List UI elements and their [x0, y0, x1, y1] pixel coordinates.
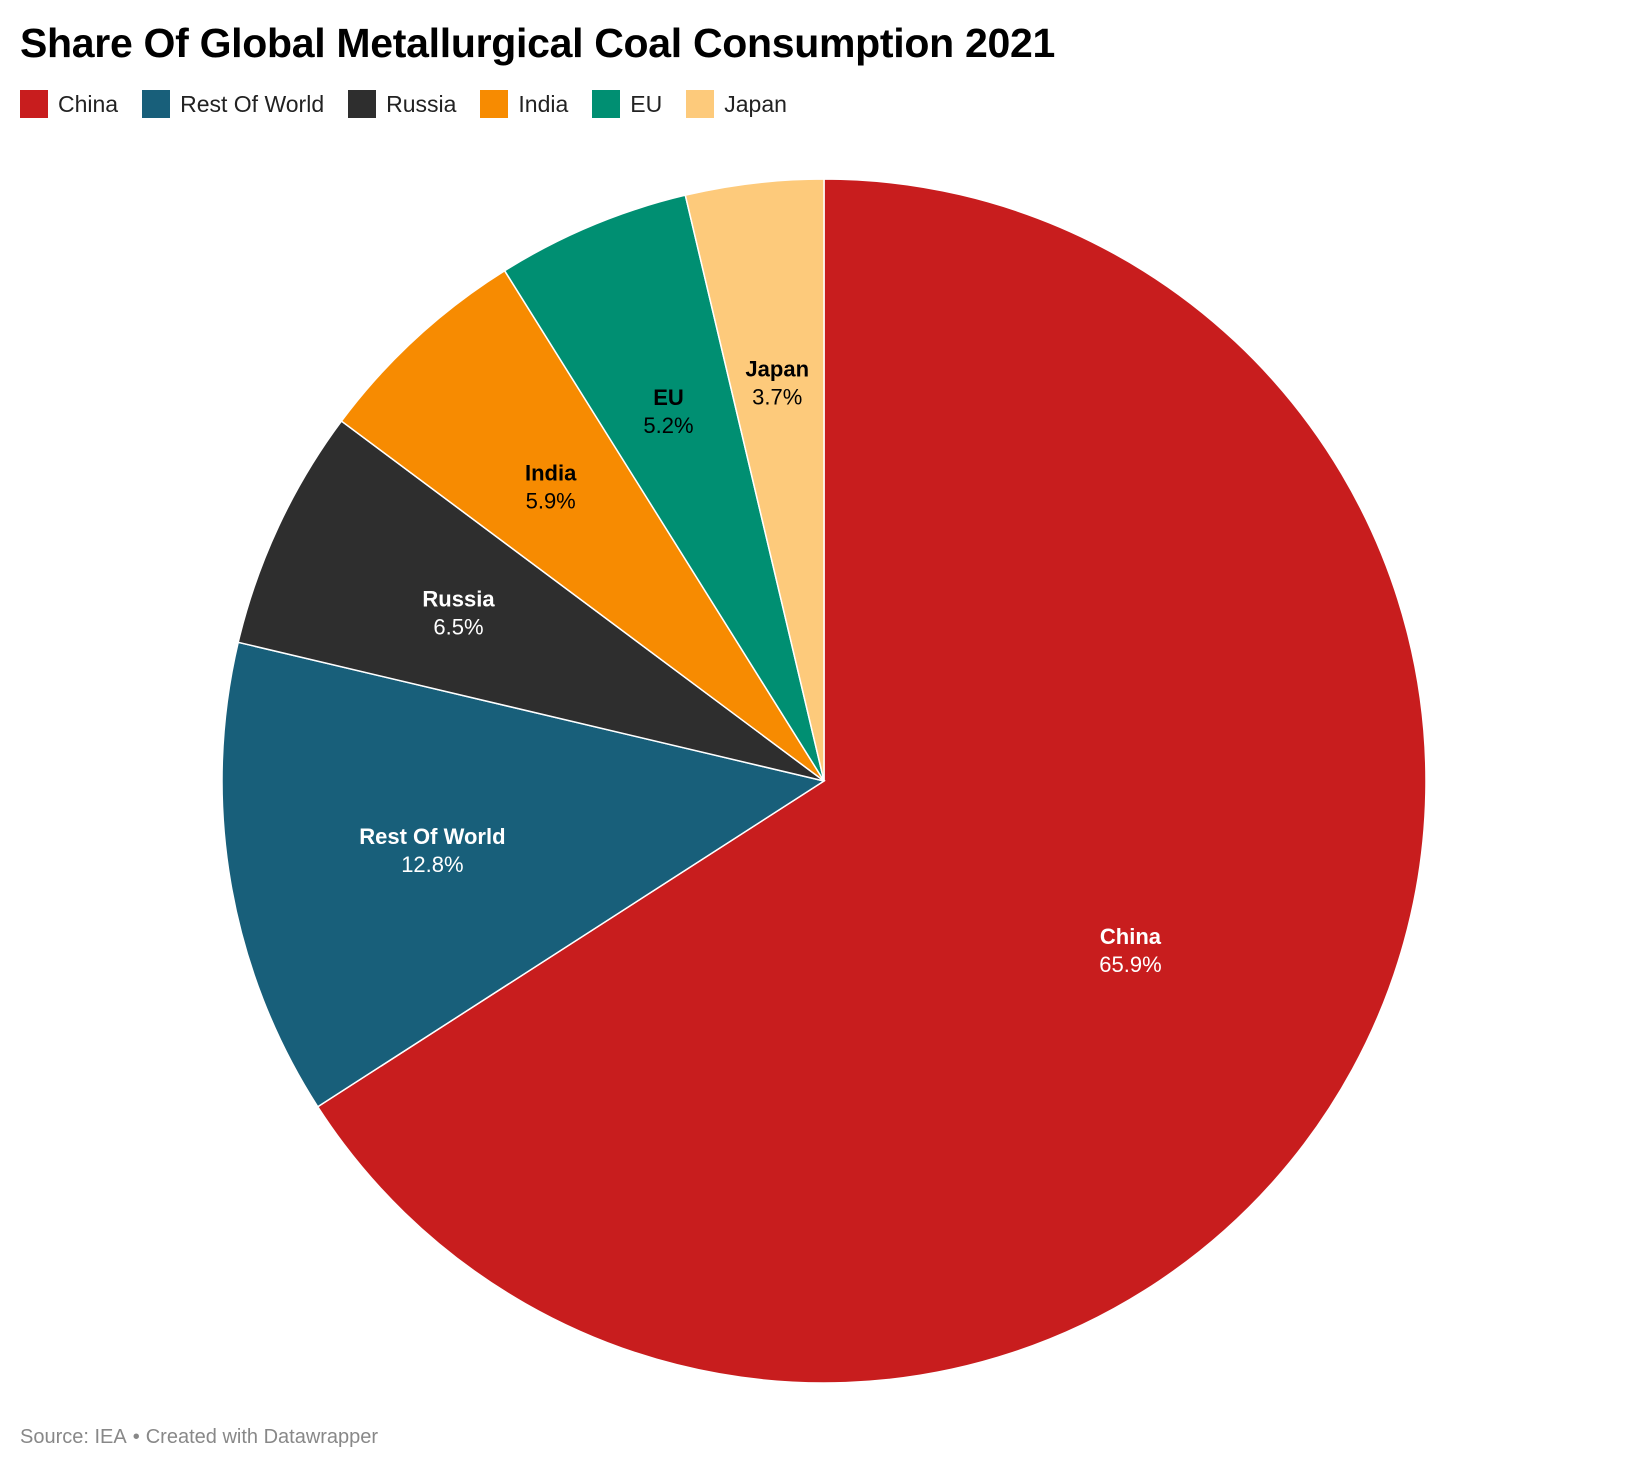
legend-label-rest-of-world: Rest Of World [180, 90, 325, 117]
chart-title: Share Of Global Metallurgical Coal Consu… [20, 20, 1055, 66]
legend-label-china: China [58, 90, 119, 117]
legend-label-eu: EU [630, 90, 663, 117]
legend-swatch-russia [348, 90, 377, 118]
chart-legend: China Rest Of World Russia India EU Japan [20, 90, 811, 118]
slice-label-russia: Russia [422, 586, 495, 611]
slice-value-eu: 5.2% [643, 413, 693, 438]
source-text: Source: IEA [20, 1426, 127, 1448]
legend-label-japan: Japan [724, 90, 787, 117]
legend-swatch-india [480, 90, 509, 118]
slice-value-china: 65.9% [1099, 952, 1161, 977]
slice-value-rest-of-world: 12.8% [401, 852, 463, 877]
slice-value-russia: 6.5% [433, 614, 483, 639]
pie-slice-russia[interactable] [237, 420, 825, 782]
legend-item-russia: Russia [348, 90, 456, 118]
slice-label-eu: EU [653, 385, 684, 410]
slice-label-japan: Japan [745, 356, 809, 381]
legend-item-rest-of-world: Rest Of World [142, 90, 324, 118]
legend-swatch-eu [592, 90, 621, 118]
legend-swatch-china [20, 90, 48, 118]
slice-label-china: China [1100, 924, 1162, 949]
slice-label-india: India [525, 460, 577, 485]
legend-swatch-rest-of-world [142, 90, 171, 118]
legend-swatch-japan [686, 90, 715, 118]
legend-item-japan: Japan [686, 90, 787, 118]
pie-slice-japan[interactable] [684, 178, 825, 782]
pie-slice-eu[interactable] [503, 194, 825, 782]
pie-labels: China 65.9% Rest Of World 12.8% Russia 6.5% In… [359, 356, 1162, 977]
pie-slice-china[interactable] [316, 178, 1427, 1384]
slice-value-japan: 3.7% [752, 384, 802, 409]
legend-item-china: China [20, 90, 118, 118]
legend-item-eu: EU [592, 90, 662, 118]
slice-value-india: 5.9% [526, 488, 576, 513]
legend-label-india: India [518, 90, 569, 117]
footer-separator: • [132, 1426, 140, 1448]
chart-footer: Source: IEA • Created with Datawrapper [20, 1426, 378, 1449]
credit-link[interactable]: Created with Datawrapper [145, 1426, 379, 1448]
pie-slices [221, 178, 1427, 1384]
legend-item-india: India [480, 90, 568, 118]
pie-slice-india[interactable] [340, 269, 825, 782]
pie-slice-rest-of-world[interactable] [221, 641, 826, 1108]
legend-label-russia: Russia [386, 90, 457, 117]
slice-label-rest-of-world: Rest Of World [359, 824, 505, 849]
